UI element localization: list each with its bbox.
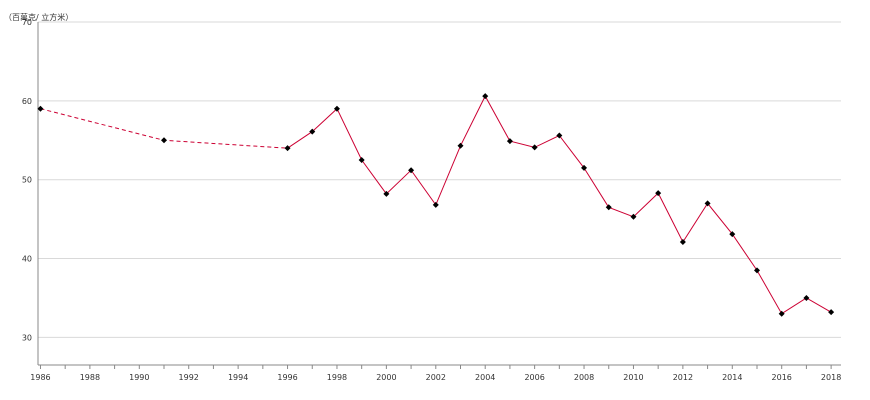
x-tick-label-1990: 1990 <box>129 373 149 382</box>
x-tick-label-2012: 2012 <box>673 373 693 382</box>
data-point-1999 <box>358 156 365 163</box>
data-point-2016 <box>778 310 785 317</box>
data-point-2008 <box>581 164 588 171</box>
data-point-2009 <box>605 204 612 211</box>
data-point-2017 <box>803 294 810 301</box>
x-tick-label-2006: 2006 <box>524 373 544 382</box>
y-tick-label-70: 70 <box>22 18 32 27</box>
data-point-2007 <box>556 132 563 139</box>
data-point-2002 <box>432 201 439 208</box>
axes: 30 40 50 60 70 1986 1988 1990 1992 1994 1996 1998 20… <box>22 18 841 382</box>
data-point-2004 <box>482 93 489 100</box>
data-point-1991 <box>161 137 168 144</box>
data-point-2014 <box>729 231 736 238</box>
y-tick-label-60: 60 <box>22 97 32 106</box>
data-point-2013 <box>704 200 711 207</box>
data-point-1986 <box>37 105 44 112</box>
y-tick-label-30: 30 <box>22 333 32 342</box>
data-point-2018 <box>828 309 835 316</box>
series-line-solid <box>287 95 832 315</box>
data-point-2015 <box>753 267 760 274</box>
gridlines <box>38 21 841 338</box>
data-point-2006 <box>531 144 538 151</box>
data-point-2000 <box>383 190 390 197</box>
x-tick-label-2018: 2018 <box>821 373 841 382</box>
x-tick-label-2016: 2016 <box>772 373 792 382</box>
x-tick-label-1986: 1986 <box>30 373 50 382</box>
x-tick-label-2000: 2000 <box>376 373 396 382</box>
x-tick-label-2002: 2002 <box>426 373 446 382</box>
markers <box>37 93 835 317</box>
y-tick-label-40: 40 <box>22 255 32 264</box>
x-tick-label-2008: 2008 <box>574 373 594 382</box>
data-point-2005 <box>506 138 513 145</box>
x-tick-label-1994: 1994 <box>228 373 248 382</box>
data-point-2010 <box>630 213 637 220</box>
data-point-1996 <box>284 145 291 152</box>
data-point-2001 <box>408 167 415 174</box>
data-point-1997 <box>309 128 316 135</box>
x-tick-label-2014: 2014 <box>722 373 742 382</box>
x-tick-label-2010: 2010 <box>623 373 643 382</box>
data-point-2012 <box>679 238 686 245</box>
data-point-2003 <box>457 142 464 149</box>
data-point-2011 <box>655 190 662 197</box>
x-tick-label-1988: 1988 <box>80 373 100 382</box>
y-tick-label-50: 50 <box>22 176 32 185</box>
x-tick-label-1996: 1996 <box>277 373 297 382</box>
x-tick-label-2004: 2004 <box>475 373 495 382</box>
x-tick-label-1992: 1992 <box>179 373 199 382</box>
x-tick-label-1998: 1998 <box>327 373 347 382</box>
data-point-1998 <box>333 105 340 112</box>
y-axis-unit-label: （百萬克/ 立方米） <box>4 12 73 22</box>
